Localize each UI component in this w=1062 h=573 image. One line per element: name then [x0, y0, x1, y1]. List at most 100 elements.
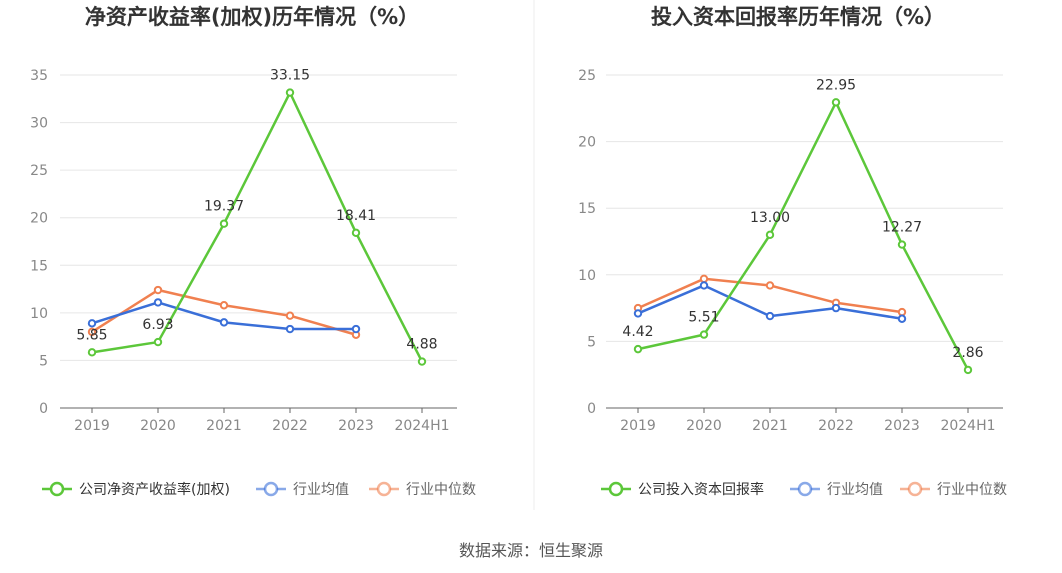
- series: [87, 88, 427, 366]
- data-point[interactable]: [417, 357, 427, 366]
- data-point[interactable]: [351, 324, 361, 334]
- data-point[interactable]: [897, 240, 907, 249]
- data-label: 12.27: [882, 220, 922, 236]
- x-tick-label: 2021: [752, 418, 788, 434]
- data-point[interactable]: [765, 311, 775, 321]
- grid: [60, 74, 457, 361]
- data-point[interactable]: [633, 309, 643, 318]
- data-label: 33.15: [270, 68, 310, 84]
- data-label: 5.51: [688, 310, 719, 326]
- x-tick-label: 2019: [620, 418, 656, 434]
- data-point[interactable]: [219, 301, 229, 310]
- legend-item-2[interactable]: 行业中位数: [369, 481, 476, 498]
- data-point[interactable]: [153, 298, 163, 307]
- legend-item-1[interactable]: 行业均值: [790, 481, 883, 498]
- legend-marker-icon: [907, 481, 923, 497]
- data-point[interactable]: [831, 98, 841, 107]
- data-point[interactable]: [219, 219, 229, 228]
- x-tick-label: 2020: [686, 418, 722, 434]
- data-point[interactable]: [87, 319, 97, 328]
- data-point[interactable]: [765, 281, 775, 290]
- y-tick-label: 10: [30, 306, 48, 322]
- data-point[interactable]: [897, 314, 907, 323]
- y-tick-label: 10: [578, 268, 596, 284]
- legend-label: 行业中位数: [937, 482, 1007, 498]
- legend-item-2[interactable]: 行业中位数: [900, 481, 1007, 498]
- data-point[interactable]: [87, 327, 97, 337]
- y-tick-label: 5: [39, 353, 48, 369]
- data-point[interactable]: [153, 337, 163, 347]
- series-1: [87, 298, 361, 334]
- y-tick-label: 0: [39, 401, 48, 417]
- data-source: 数据来源：恒生聚源: [459, 541, 603, 560]
- x-tick-label: 2024H1: [394, 418, 449, 434]
- data-point[interactable]: [351, 228, 361, 238]
- y-tick-label: 0: [587, 401, 596, 417]
- legend-marker-icon: [49, 481, 65, 497]
- data-labels: 5.85 6.93 19.37 33.15 18.41 4.88: [76, 68, 437, 353]
- series-2: [87, 285, 361, 339]
- legend-item-0[interactable]: 公司净资产收益率(加权): [42, 481, 230, 498]
- x-tick-label: 2021: [206, 418, 242, 434]
- x-tick-label: 2024H1: [940, 418, 995, 434]
- data-label: 19.37: [204, 199, 244, 215]
- roe-chart: 净资产收益率(加权)历年情况（%） 0 5 10 15 20 25 30 35 2019 2020…: [30, 5, 476, 498]
- y-tick-label: 35: [30, 68, 48, 84]
- data-label: 6.93: [142, 317, 173, 333]
- data-point[interactable]: [699, 281, 709, 290]
- series-0: [633, 98, 973, 375]
- data-point[interactable]: [633, 344, 643, 354]
- data-label: 13.00: [750, 210, 790, 226]
- series: [633, 98, 973, 375]
- y-tick-label: 5: [587, 334, 596, 350]
- y-tick-label: 15: [30, 258, 48, 274]
- data-label: 4.88: [406, 337, 437, 353]
- data-label: 18.41: [336, 208, 376, 224]
- data-labels: 4.42 5.51 13.00 22.95 12.27 2.86: [622, 77, 983, 361]
- roic-chart: 投入资本回报率历年情况（%） 0 5 10 15 20 25 2019 2020 2021 202…: [578, 5, 1007, 498]
- axes: 0 5 10 15 20 25 30 35 2019 2020 2021 2022 2023 2024H1: [30, 68, 457, 434]
- axes: 0 5 10 15 20 25 2019 2020 2021 2022 2023 2024H1: [578, 68, 1003, 434]
- data-label: 5.85: [76, 327, 107, 343]
- y-tick-label: 25: [30, 163, 48, 179]
- legend-item-1[interactable]: 行业均值: [256, 481, 349, 498]
- data-point[interactable]: [285, 88, 295, 97]
- y-tick-label: 30: [30, 116, 48, 132]
- legend-marker-icon: [608, 481, 624, 497]
- data-point[interactable]: [219, 318, 229, 327]
- data-label: 4.42: [622, 324, 653, 340]
- data-point[interactable]: [699, 330, 709, 339]
- legend-label: 公司净资产收益率(加权): [79, 481, 230, 498]
- data-point[interactable]: [831, 303, 841, 313]
- data-point[interactable]: [963, 365, 973, 375]
- chart-title: 净资产收益率(加权)历年情况（%）: [85, 5, 419, 29]
- x-tick-label: 2022: [818, 418, 854, 434]
- y-tick-label: 20: [578, 135, 596, 151]
- data-point[interactable]: [699, 274, 709, 283]
- data-point[interactable]: [153, 285, 163, 295]
- x-tick-label: 2023: [884, 418, 920, 434]
- legend-marker-icon: [263, 481, 279, 497]
- data-point[interactable]: [285, 311, 295, 320]
- y-tick-label: 25: [578, 68, 596, 84]
- data-point[interactable]: [87, 348, 97, 357]
- x-tick-label: 2019: [74, 418, 110, 434]
- x-tick-label: 2023: [338, 418, 374, 434]
- data-label: 2.86: [952, 345, 983, 361]
- data-point[interactable]: [285, 324, 295, 334]
- legend-label: 行业中位数: [406, 482, 476, 498]
- series-line: [90, 91, 424, 363]
- data-point[interactable]: [897, 307, 907, 317]
- legend-label: 公司投入资本回报率: [638, 481, 764, 498]
- y-tick-label: 20: [30, 211, 48, 227]
- x-tick-label: 2022: [272, 418, 308, 434]
- series-1: [633, 281, 907, 323]
- legend: 公司投入资本回报率 行业均值 行业中位数: [601, 481, 1007, 498]
- x-tick-label: 2020: [140, 418, 176, 434]
- legend-item-0[interactable]: 公司投入资本回报率: [601, 481, 764, 498]
- data-point[interactable]: [765, 230, 775, 240]
- series-2: [633, 274, 907, 317]
- series-line: [636, 101, 970, 372]
- data-label: 22.95: [816, 77, 856, 93]
